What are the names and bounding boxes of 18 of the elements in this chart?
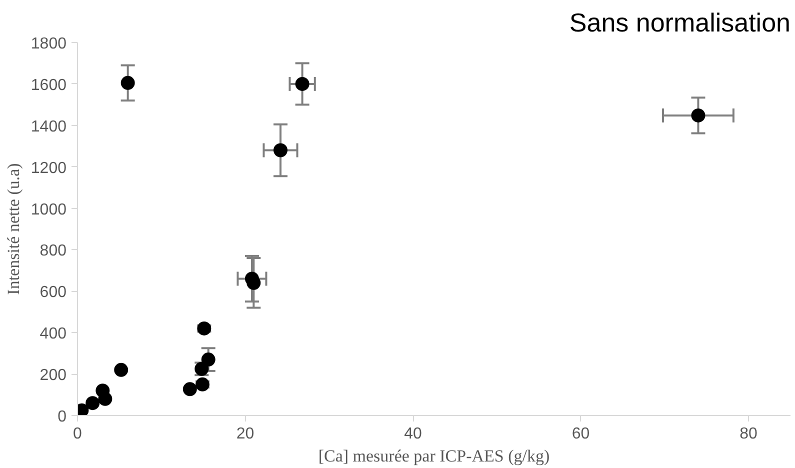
y-tick-label: 0	[58, 408, 67, 426]
x-tick-label: 0	[73, 426, 82, 442]
x-tick-label: 20	[236, 426, 254, 442]
y-tick-label: 1200	[30, 160, 67, 177]
y-tick-label: 400	[40, 326, 67, 343]
x-axis-title: [Ca] mesurée par ICP-AES (g/kg)	[318, 446, 550, 466]
x-tick-label: 80	[740, 426, 758, 442]
y-tick-label: 800	[40, 242, 67, 260]
x-tick-label: 60	[572, 426, 590, 442]
y-tick-label: 200	[40, 367, 67, 384]
y-tick-label: 1600	[30, 76, 67, 94]
y-axis-title: Intensité nette (u.a)	[4, 163, 23, 295]
y-tick-label: 1400	[30, 118, 67, 136]
y-tick-label: 1000	[30, 201, 67, 218]
y-tick-label: 1800	[30, 36, 67, 52]
chart-title: Sans normalisation	[569, 8, 791, 38]
y-tick-label: 600	[40, 284, 67, 302]
x-tick-label: 40	[404, 426, 422, 442]
